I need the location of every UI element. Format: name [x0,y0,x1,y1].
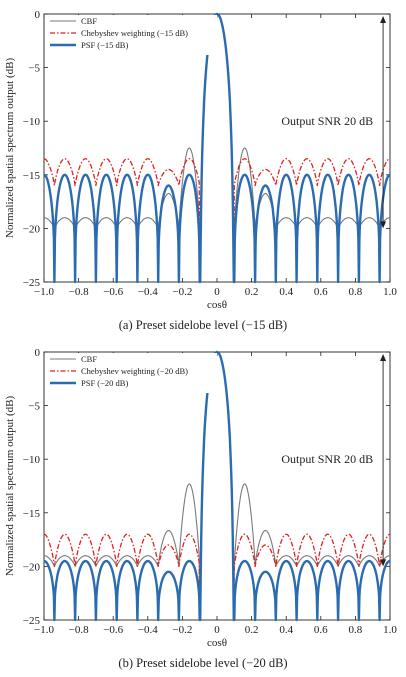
x-tick-label: −0.4 [138,624,158,636]
annotation-text: Output SNR 20 dB [281,452,373,466]
x-tick-label: −0.6 [103,624,123,636]
series-line-2 [43,12,391,284]
x-tick-label: −0.6 [103,286,123,298]
y-tick-label: −10 [23,454,41,466]
chart-caption-b: (b) Preset sidelobe level (−20 dB) [118,656,288,670]
x-tick-label: 0.8 [349,624,363,636]
x-tick-label: 0.2 [245,624,259,636]
legend-label-2: PSF (−15 dB) [81,40,128,50]
x-tick-label: −1.0 [34,286,54,298]
x-tick-label: −0.2 [172,286,192,298]
x-tick-label: 0 [214,624,220,636]
x-tick-label: 0.6 [314,286,328,298]
legend-box [47,353,217,393]
y-axis-label: Normalized spatial spectrum output (dB) [4,58,16,239]
annotation-text: Output SNR 20 dB [281,114,373,128]
x-tick-label: 0.8 [349,286,363,298]
legend-label-1: Chebyshev weighting (−20 dB) [81,366,188,376]
annotation-arrow-head-bottom [380,221,387,229]
x-tick-label: −1.0 [34,624,54,636]
y-tick-label: −25 [23,277,41,289]
x-tick-label: 1.0 [383,286,397,298]
x-tick-label: −0.8 [69,286,89,298]
chart-panel-a: 0 −5 −10 −15 −20 −25 −1.0 −0.8 −0.6 −0.4 −0.2 0 0.2 0… [0,0,406,338]
y-tick-label: −5 [28,401,40,413]
y-tick-label: −15 [23,508,41,520]
y-tick-label: −15 [23,170,41,182]
y-tick-label: −10 [23,116,41,128]
y-tick-label: 0 [35,347,41,359]
series-line-1 [43,351,391,621]
annotation-arrow-head-top [380,16,387,23]
annotation-arrow-head-top [380,354,387,361]
legend-label-2: PSF (−20 dB) [81,378,128,388]
chart-b: 0 −5 −10 −15 −20 −25−1.0 −0.8 −0.6 −0.4 −0.2 0 0.2 0… [4,347,397,649]
series-line-2 [43,350,391,622]
x-tick-label: 0.4 [279,624,293,636]
chart-panel-b: 0 −5 −10 −15 −20 −25 −1.0 −0.8 −0.6 −0.4 −0.2 0 0.2 0… [0,338,406,676]
y-axis-label: Normalized spatial spectrum output (dB) [4,396,16,577]
y-tick-label: −5 [28,63,40,75]
legend-label-1: Chebyshev weighting (−15 dB) [81,28,188,38]
x-tick-label: −0.2 [172,624,192,636]
x-tick-label: 0.2 [245,286,259,298]
y-tick-label: −20 [23,561,41,573]
x-tick-label: 1.0 [383,624,397,636]
chart-caption-a: (a) Preset sidelobe level (−15 dB) [118,318,288,332]
legend-box [47,15,217,55]
annotation-arrow-head-bottom [380,559,387,567]
legend-label-0: CBF [81,354,97,364]
x-tick-label: −0.8 [69,624,89,636]
x-axis-label: cosθ [207,637,227,649]
y-tick-label: −20 [23,223,41,235]
legend-label-0: CBF [81,16,97,26]
x-tick-label: 0.4 [279,286,293,298]
chart-a: 0 −5 −10 −15 −20 −25−1.0 −0.8 −0.6 −0.4 −0.2 0 0.2 0… [4,9,397,311]
x-axis-label: cosθ [207,299,227,311]
x-tick-label: 0 [214,286,220,298]
x-tick-label: −0.4 [138,286,158,298]
y-tick-label: 0 [35,9,41,21]
y-tick-label: −25 [23,615,41,627]
series-line-1 [43,13,391,283]
x-tick-label: 0.6 [314,624,328,636]
